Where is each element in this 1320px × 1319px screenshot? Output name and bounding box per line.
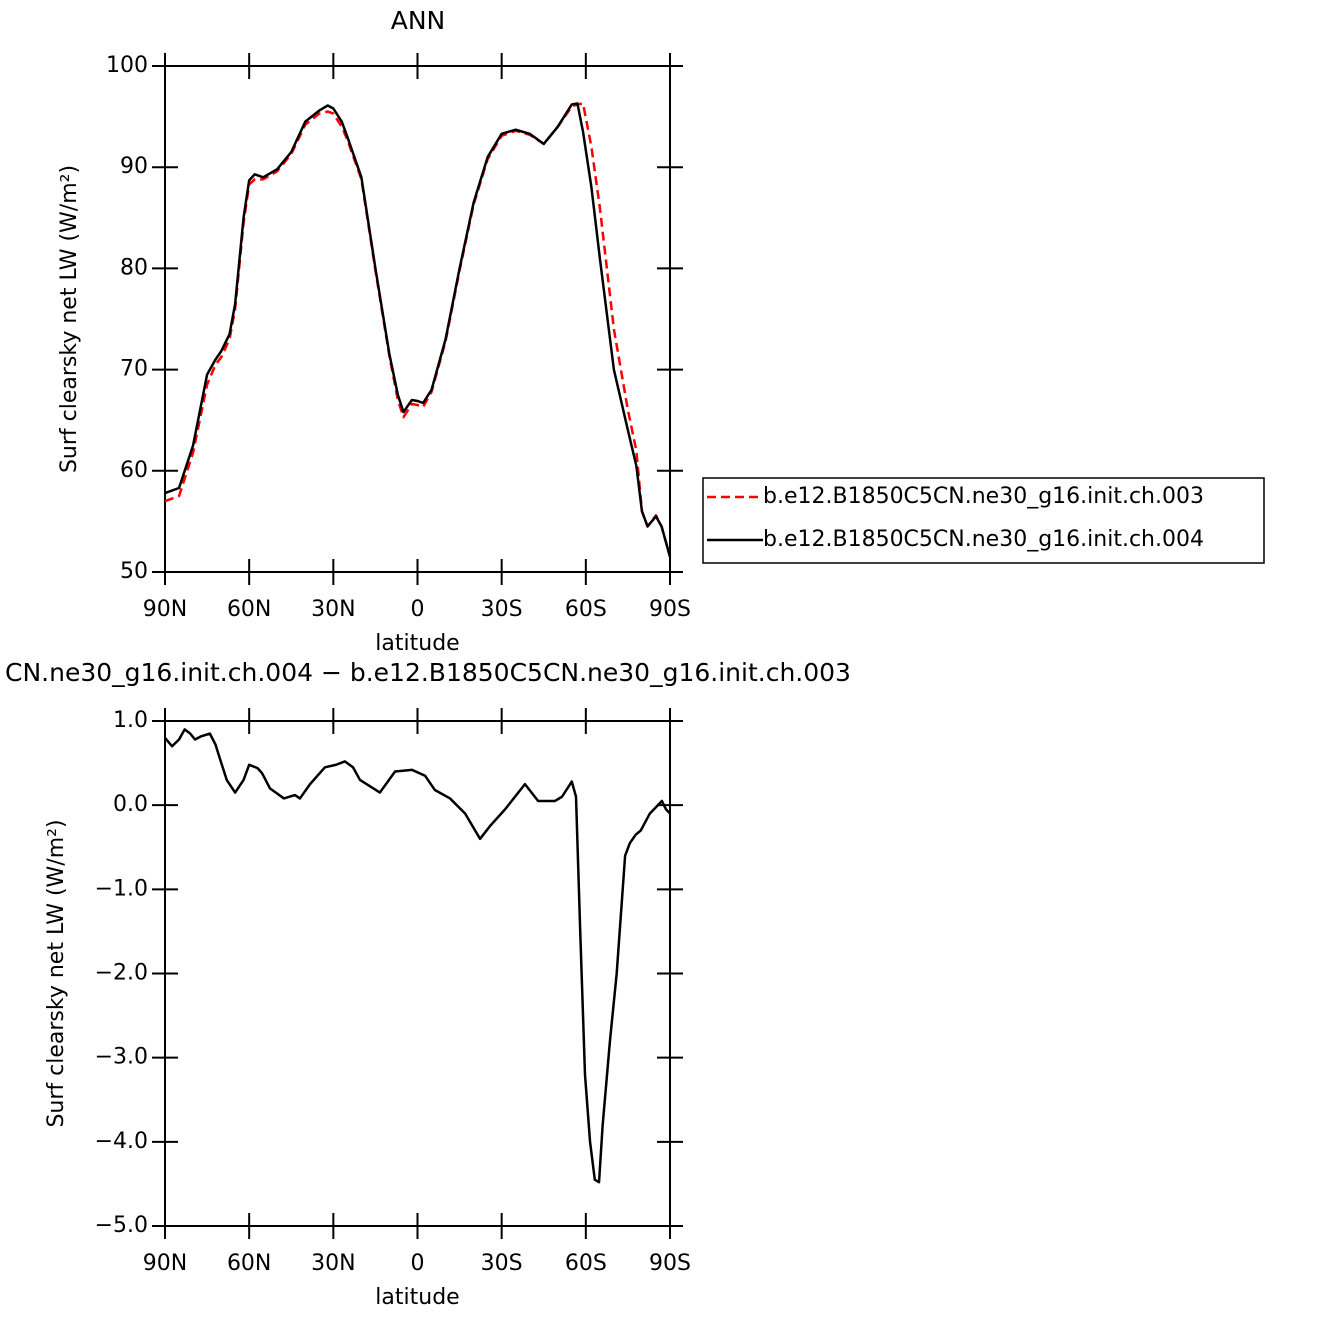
y-tick-label: 100 [106, 53, 148, 78]
x-tick-label: 90N [143, 1251, 187, 1276]
data-line [164, 102, 672, 558]
y-tick-label: 60 [120, 458, 148, 483]
legend-label: b.e12.B1850C5CN.ne30_g16.init.ch.003 [763, 484, 1204, 509]
x-tick-label: 30N [311, 597, 355, 622]
data-line [164, 728, 671, 1184]
y-tick-label: 80 [120, 255, 148, 280]
x-tick-label: 30S [481, 1251, 523, 1276]
y-tick-label: 50 [120, 559, 148, 584]
x-tick-label: 60N [227, 597, 271, 622]
x-axis-label: latitude [375, 1285, 459, 1310]
y-tick-label: −2.0 [95, 961, 148, 986]
legend-label: b.e12.B1850C5CN.ne30_g16.init.ch.004 [763, 527, 1204, 552]
x-tick-label: 60N [227, 1251, 271, 1276]
y-tick-label: 90 [120, 154, 148, 179]
y-tick-label: 1.0 [113, 708, 148, 733]
y-tick-label: 0.0 [113, 792, 148, 817]
x-tick-label: 30N [311, 1251, 355, 1276]
legend-box [702, 477, 1265, 564]
plot-frame [164, 65, 671, 573]
chart-title: ANN [391, 6, 446, 35]
x-axis-label: latitude [375, 631, 459, 656]
x-tick-label: 0 [411, 1251, 425, 1276]
y-tick-label: 70 [120, 357, 148, 382]
y-axis-label: Surf clearsky net LW (W/m²) [57, 165, 82, 473]
x-tick-label: 90S [649, 1251, 691, 1276]
x-tick-label: 90N [143, 597, 187, 622]
x-tick-label: 60S [565, 1251, 607, 1276]
y-axis-label: Surf clearsky net LW (W/m²) [44, 819, 69, 1127]
plot-frame [164, 720, 671, 1227]
x-tick-label: 90S [649, 597, 691, 622]
x-tick-label: 30S [481, 597, 523, 622]
chart-title: CN.ne30_g16.init.ch.004 − b.e12.B1850C5C… [5, 658, 851, 687]
y-tick-label: −4.0 [95, 1129, 148, 1154]
y-tick-label: −5.0 [95, 1213, 148, 1238]
y-tick-label: −1.0 [95, 876, 148, 901]
data-line [164, 102, 672, 558]
x-tick-label: 0 [411, 597, 425, 622]
y-tick-label: −3.0 [95, 1045, 148, 1070]
x-tick-label: 60S [565, 597, 607, 622]
